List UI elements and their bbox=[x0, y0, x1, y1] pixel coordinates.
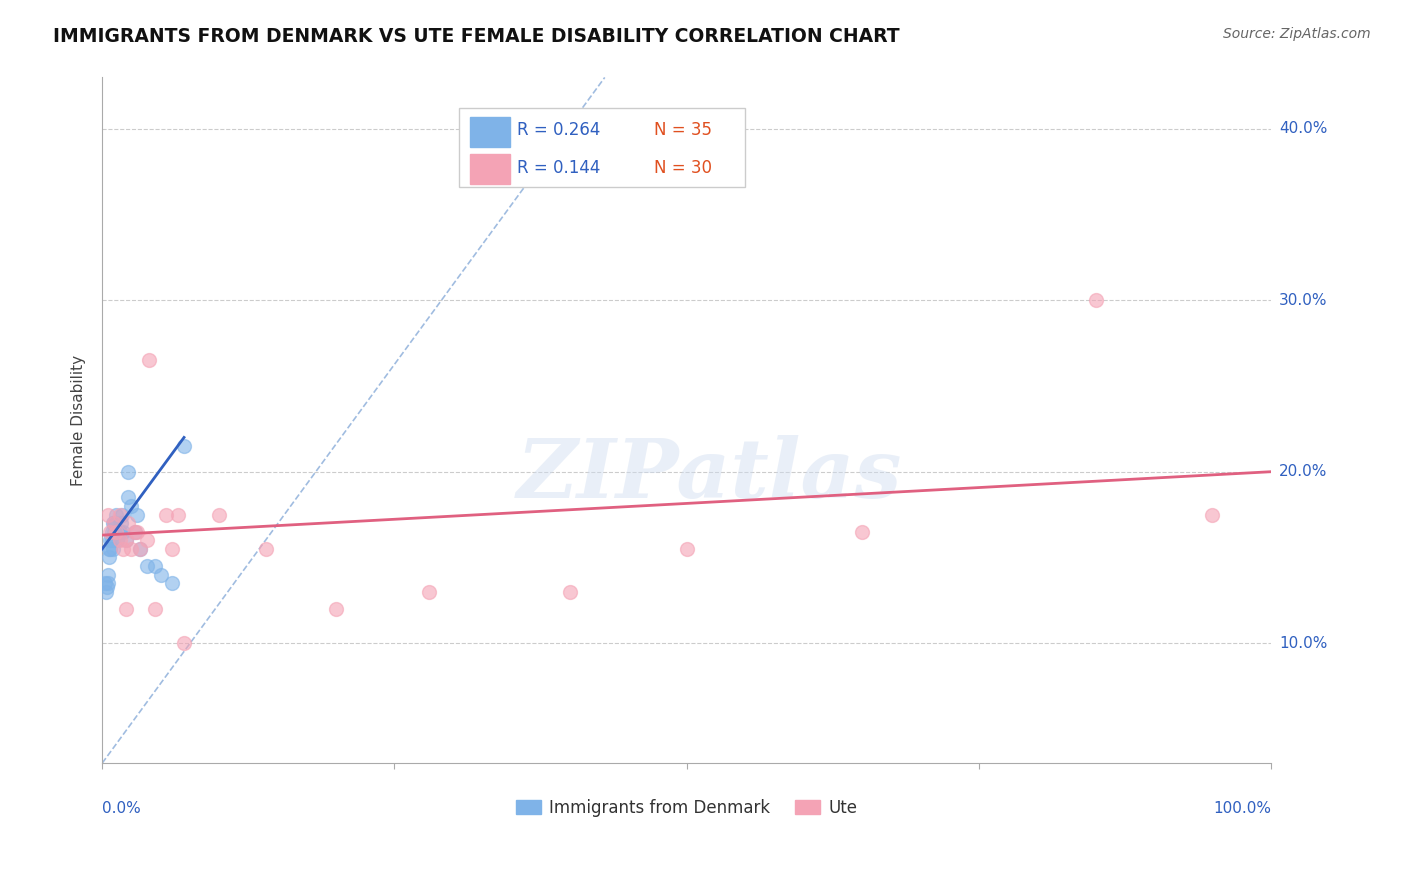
Point bbox=[325, 602, 347, 616]
Point bbox=[117, 516, 139, 530]
Point bbox=[100, 541, 122, 556]
Text: ZIPatlas: ZIPatlas bbox=[517, 435, 903, 516]
Point bbox=[103, 524, 125, 539]
Point bbox=[120, 499, 142, 513]
Point bbox=[112, 524, 135, 539]
Point bbox=[114, 533, 136, 548]
Point bbox=[418, 584, 440, 599]
Point bbox=[127, 524, 149, 539]
Text: 40.0%: 40.0% bbox=[1279, 121, 1327, 136]
Point bbox=[162, 576, 184, 591]
Point bbox=[112, 541, 135, 556]
Point bbox=[128, 541, 150, 556]
Point bbox=[138, 353, 160, 368]
Point bbox=[100, 524, 122, 539]
Point bbox=[173, 439, 195, 453]
Point bbox=[97, 576, 120, 591]
Point bbox=[1201, 508, 1223, 522]
Point bbox=[97, 567, 120, 582]
Text: 0.0%: 0.0% bbox=[103, 801, 141, 816]
Point bbox=[105, 508, 128, 522]
Point bbox=[108, 533, 131, 548]
FancyBboxPatch shape bbox=[471, 154, 510, 185]
Text: N = 30: N = 30 bbox=[654, 159, 711, 177]
Point bbox=[558, 584, 581, 599]
Point bbox=[96, 580, 118, 594]
Point bbox=[135, 559, 157, 574]
Point bbox=[120, 541, 142, 556]
Point bbox=[143, 559, 166, 574]
Point bbox=[114, 602, 136, 616]
Point bbox=[97, 508, 120, 522]
Point bbox=[254, 541, 277, 556]
Point bbox=[167, 508, 190, 522]
Point bbox=[94, 584, 117, 599]
Point bbox=[117, 465, 139, 479]
Point bbox=[103, 516, 125, 530]
Text: 100.0%: 100.0% bbox=[1213, 801, 1271, 816]
Point bbox=[108, 524, 131, 539]
Point bbox=[103, 516, 125, 530]
Point bbox=[107, 533, 129, 548]
Point bbox=[1084, 293, 1107, 308]
Text: IMMIGRANTS FROM DENMARK VS UTE FEMALE DISABILITY CORRELATION CHART: IMMIGRANTS FROM DENMARK VS UTE FEMALE DI… bbox=[53, 27, 900, 45]
Point bbox=[117, 491, 139, 505]
Legend: Immigrants from Denmark, Ute: Immigrants from Denmark, Ute bbox=[509, 792, 865, 823]
Point bbox=[110, 516, 132, 530]
FancyBboxPatch shape bbox=[458, 108, 745, 187]
Point bbox=[93, 576, 115, 591]
Point bbox=[100, 524, 122, 539]
Point bbox=[124, 524, 146, 539]
Point bbox=[107, 524, 129, 539]
Point bbox=[124, 524, 146, 539]
Point bbox=[162, 541, 184, 556]
Point bbox=[98, 550, 121, 565]
Point bbox=[127, 508, 149, 522]
Point bbox=[101, 516, 124, 530]
Point bbox=[155, 508, 177, 522]
Point bbox=[149, 567, 172, 582]
Text: R = 0.264: R = 0.264 bbox=[517, 121, 600, 139]
Text: 20.0%: 20.0% bbox=[1279, 464, 1327, 479]
Text: Source: ZipAtlas.com: Source: ZipAtlas.com bbox=[1223, 27, 1371, 41]
Point bbox=[104, 516, 127, 530]
Point bbox=[114, 533, 136, 548]
Text: N = 35: N = 35 bbox=[654, 121, 711, 139]
Point bbox=[111, 508, 134, 522]
FancyBboxPatch shape bbox=[471, 117, 510, 147]
Text: 30.0%: 30.0% bbox=[1279, 293, 1327, 308]
Point bbox=[108, 508, 131, 522]
Point bbox=[101, 541, 124, 556]
Point bbox=[100, 533, 122, 548]
Point bbox=[105, 524, 128, 539]
Point bbox=[173, 636, 195, 650]
Point bbox=[851, 524, 873, 539]
Y-axis label: Female Disability: Female Disability bbox=[72, 355, 86, 486]
Point bbox=[143, 602, 166, 616]
Point bbox=[675, 541, 697, 556]
Point bbox=[98, 541, 121, 556]
Point bbox=[135, 533, 157, 548]
Point bbox=[100, 533, 122, 548]
Point bbox=[128, 541, 150, 556]
Point bbox=[208, 508, 231, 522]
Text: R = 0.144: R = 0.144 bbox=[517, 159, 600, 177]
Text: 10.0%: 10.0% bbox=[1279, 636, 1327, 650]
